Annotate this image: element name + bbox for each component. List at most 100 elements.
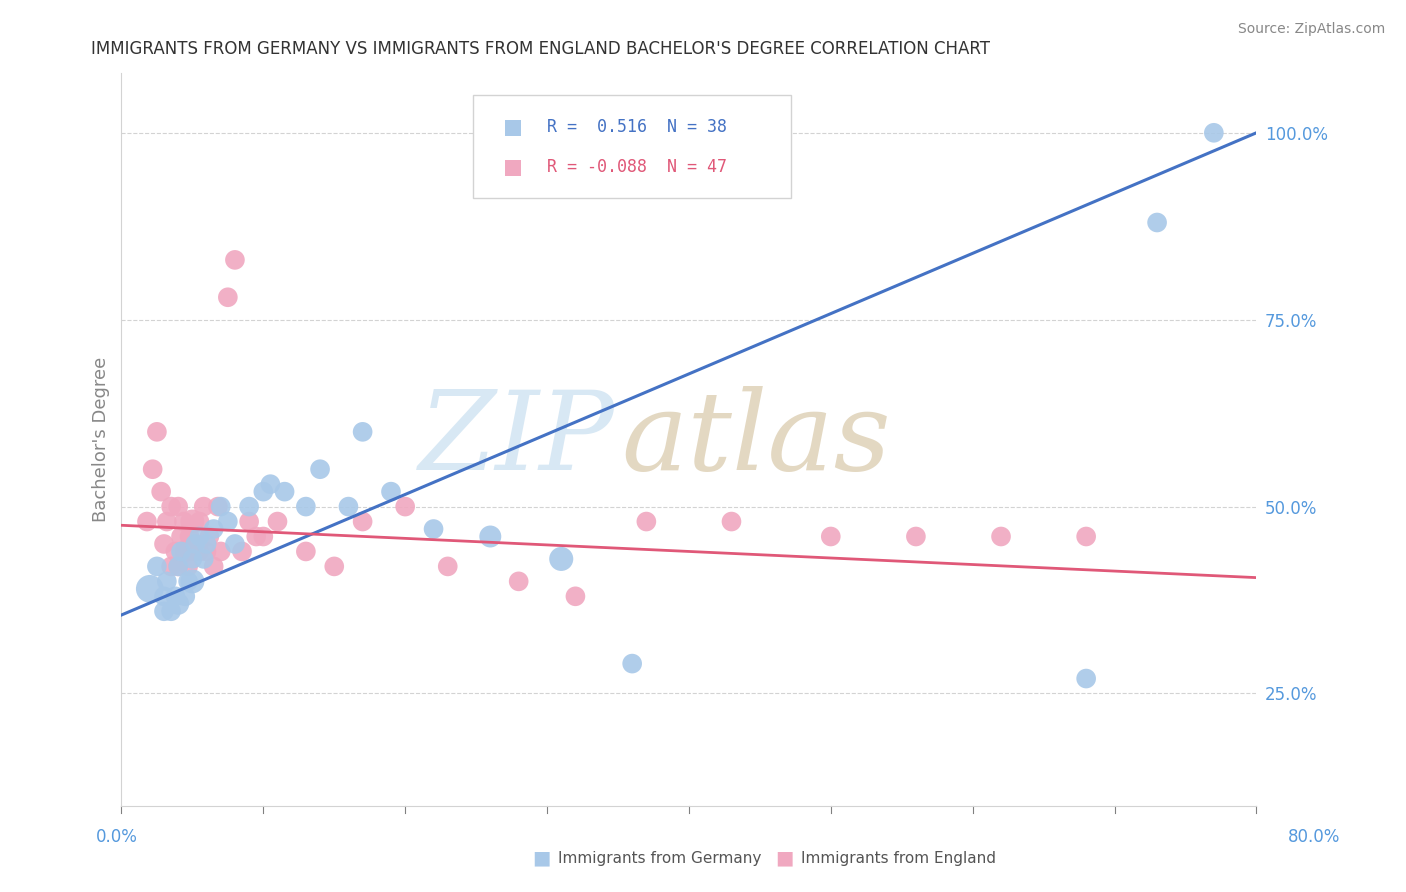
Text: R = -0.088  N = 47: R = -0.088 N = 47 (547, 159, 727, 177)
Point (904, 529, 927, 543)
Point (394, 500, 416, 514)
Point (160, 559, 183, 574)
Point (309, 462, 332, 476)
Point (167, 559, 190, 574)
Point (153, 604, 176, 618)
Point (181, 515, 204, 529)
Point (1076, 529, 1098, 543)
Point (177, 574, 200, 589)
Point (1202, 126, 1225, 140)
Point (1146, 215, 1168, 229)
Point (217, 290, 239, 304)
Point (273, 484, 295, 499)
Point (160, 500, 183, 514)
Point (564, 590, 586, 604)
Text: Immigrants from England: Immigrants from England (801, 851, 997, 865)
Point (599, 223, 621, 237)
Point (198, 529, 221, 543)
Point (252, 484, 274, 499)
Point (720, 515, 742, 529)
Text: ZIP: ZIP (419, 385, 616, 493)
Point (323, 559, 346, 574)
Point (181, 544, 204, 558)
Text: 0.0%: 0.0% (96, 828, 138, 846)
Text: ■: ■ (531, 848, 551, 868)
Point (508, 574, 530, 589)
Text: IMMIGRANTS FROM GERMANY VS IMMIGRANTS FROM ENGLAND BACHELOR'S DEGREE CORRELATION: IMMIGRANTS FROM GERMANY VS IMMIGRANTS FR… (91, 40, 990, 58)
Point (195, 537, 218, 551)
Point (422, 522, 444, 536)
Point (184, 537, 207, 551)
Point (146, 425, 169, 439)
Point (479, 529, 502, 543)
Point (337, 500, 360, 514)
Text: R =  0.516  N = 38: R = 0.516 N = 38 (547, 119, 727, 136)
Point (153, 537, 176, 551)
Point (252, 529, 274, 543)
Point (224, 252, 246, 267)
Point (188, 515, 211, 529)
Point (156, 574, 179, 589)
Point (990, 529, 1012, 543)
Point (1076, 672, 1098, 686)
Point (167, 500, 190, 514)
Point (259, 477, 281, 491)
Point (238, 500, 260, 514)
Text: ■: ■ (775, 848, 794, 868)
Point (295, 544, 318, 558)
Y-axis label: Bachelor's Degree: Bachelor's Degree (93, 357, 110, 522)
Point (621, 657, 644, 671)
Point (217, 515, 239, 529)
Point (160, 604, 183, 618)
Point (188, 529, 211, 543)
Text: atlas: atlas (621, 385, 890, 493)
Point (165, 590, 187, 604)
Point (209, 544, 232, 558)
Point (380, 484, 402, 499)
Point (153, 590, 176, 604)
Point (231, 544, 253, 558)
Point (181, 574, 204, 589)
Point (142, 462, 165, 476)
Point (167, 597, 190, 611)
Text: Immigrants from Germany: Immigrants from Germany (558, 851, 762, 865)
Point (188, 544, 211, 558)
Text: Source: ZipAtlas.com: Source: ZipAtlas.com (1237, 22, 1385, 37)
Point (156, 515, 179, 529)
Point (170, 529, 193, 543)
Point (174, 544, 197, 558)
Text: 80.0%: 80.0% (1288, 828, 1340, 846)
Point (202, 559, 225, 574)
Point (136, 515, 159, 529)
Point (146, 559, 169, 574)
Point (224, 537, 246, 551)
Point (436, 559, 458, 574)
Point (181, 552, 204, 566)
Point (170, 544, 193, 558)
Point (599, 182, 621, 196)
Point (209, 500, 232, 514)
Point (179, 529, 201, 543)
Point (352, 425, 374, 439)
Point (167, 559, 190, 574)
Point (195, 544, 218, 558)
Point (238, 515, 260, 529)
Point (184, 537, 207, 551)
Point (207, 500, 229, 514)
Point (295, 500, 318, 514)
Point (150, 484, 173, 499)
FancyBboxPatch shape (474, 95, 792, 197)
Point (165, 544, 187, 558)
Point (174, 590, 197, 604)
Point (193, 552, 215, 566)
Point (139, 582, 162, 596)
Point (550, 552, 572, 566)
Point (173, 515, 195, 529)
Point (245, 529, 267, 543)
Point (820, 529, 842, 543)
Point (636, 515, 658, 529)
Point (177, 559, 200, 574)
Point (202, 522, 225, 536)
Point (266, 515, 288, 529)
Point (352, 515, 374, 529)
